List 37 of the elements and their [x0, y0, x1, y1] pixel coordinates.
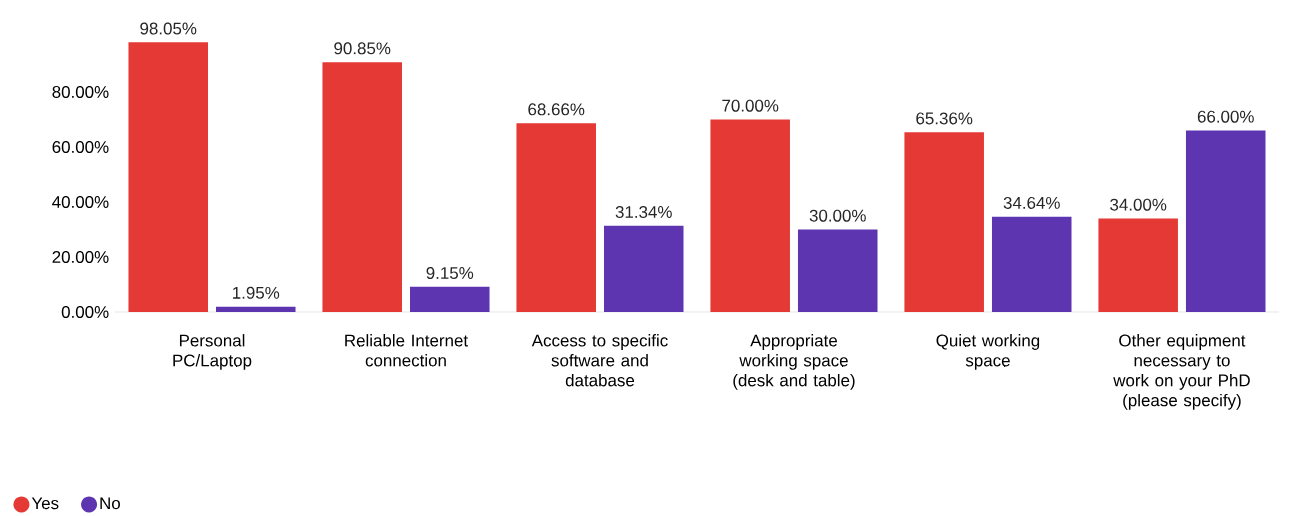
data-label: 31.34% — [615, 206, 672, 219]
bar — [216, 306, 296, 313]
legend-label: No — [100, 497, 120, 510]
data-label: 66.00% — [1197, 110, 1254, 123]
data-label: 98.05% — [140, 22, 197, 35]
x-tick-label: Other equipment necessary to work on your PhD (please specify) — [1113, 334, 1250, 410]
bar — [797, 229, 878, 313]
legend-label: Yes — [31, 497, 59, 510]
y-tick-label: 60.00% — [52, 141, 109, 154]
x-tick-label: Quiet working space — [936, 334, 1040, 371]
data-label: 30.00% — [809, 209, 866, 222]
y-tick-label: 80.00% — [52, 86, 109, 99]
data-label: 68.66% — [528, 103, 585, 116]
data-label: 9.15% — [426, 267, 474, 280]
data-label: 65.36% — [916, 112, 973, 125]
x-tick-label: Appropriate working space (desk and table) — [733, 334, 855, 390]
bar — [710, 119, 790, 313]
bar — [516, 123, 596, 313]
bar — [904, 132, 984, 313]
bar — [1098, 218, 1178, 313]
data-label: 90.85% — [334, 42, 391, 55]
data-label: 70.00% — [722, 99, 779, 112]
bar — [128, 42, 208, 313]
data-label: 34.00% — [1110, 198, 1167, 211]
y-tick-label: 0.00% — [61, 306, 109, 319]
data-label: 1.95% — [233, 287, 280, 299]
y-tick-label: 20.00% — [52, 251, 109, 264]
x-tick-label: Access to specific software and database — [531, 334, 668, 387]
y-tick-label: 40.00% — [52, 196, 109, 209]
bar — [603, 226, 684, 313]
bar — [1185, 130, 1266, 313]
bar — [991, 216, 1072, 313]
bar — [322, 62, 402, 313]
bar — [409, 287, 490, 313]
data-label: 34.64% — [1003, 197, 1060, 210]
x-tick-label: Personal PC/Laptop — [173, 334, 252, 371]
x-tick-label: Reliable Internet connection — [345, 334, 468, 367]
